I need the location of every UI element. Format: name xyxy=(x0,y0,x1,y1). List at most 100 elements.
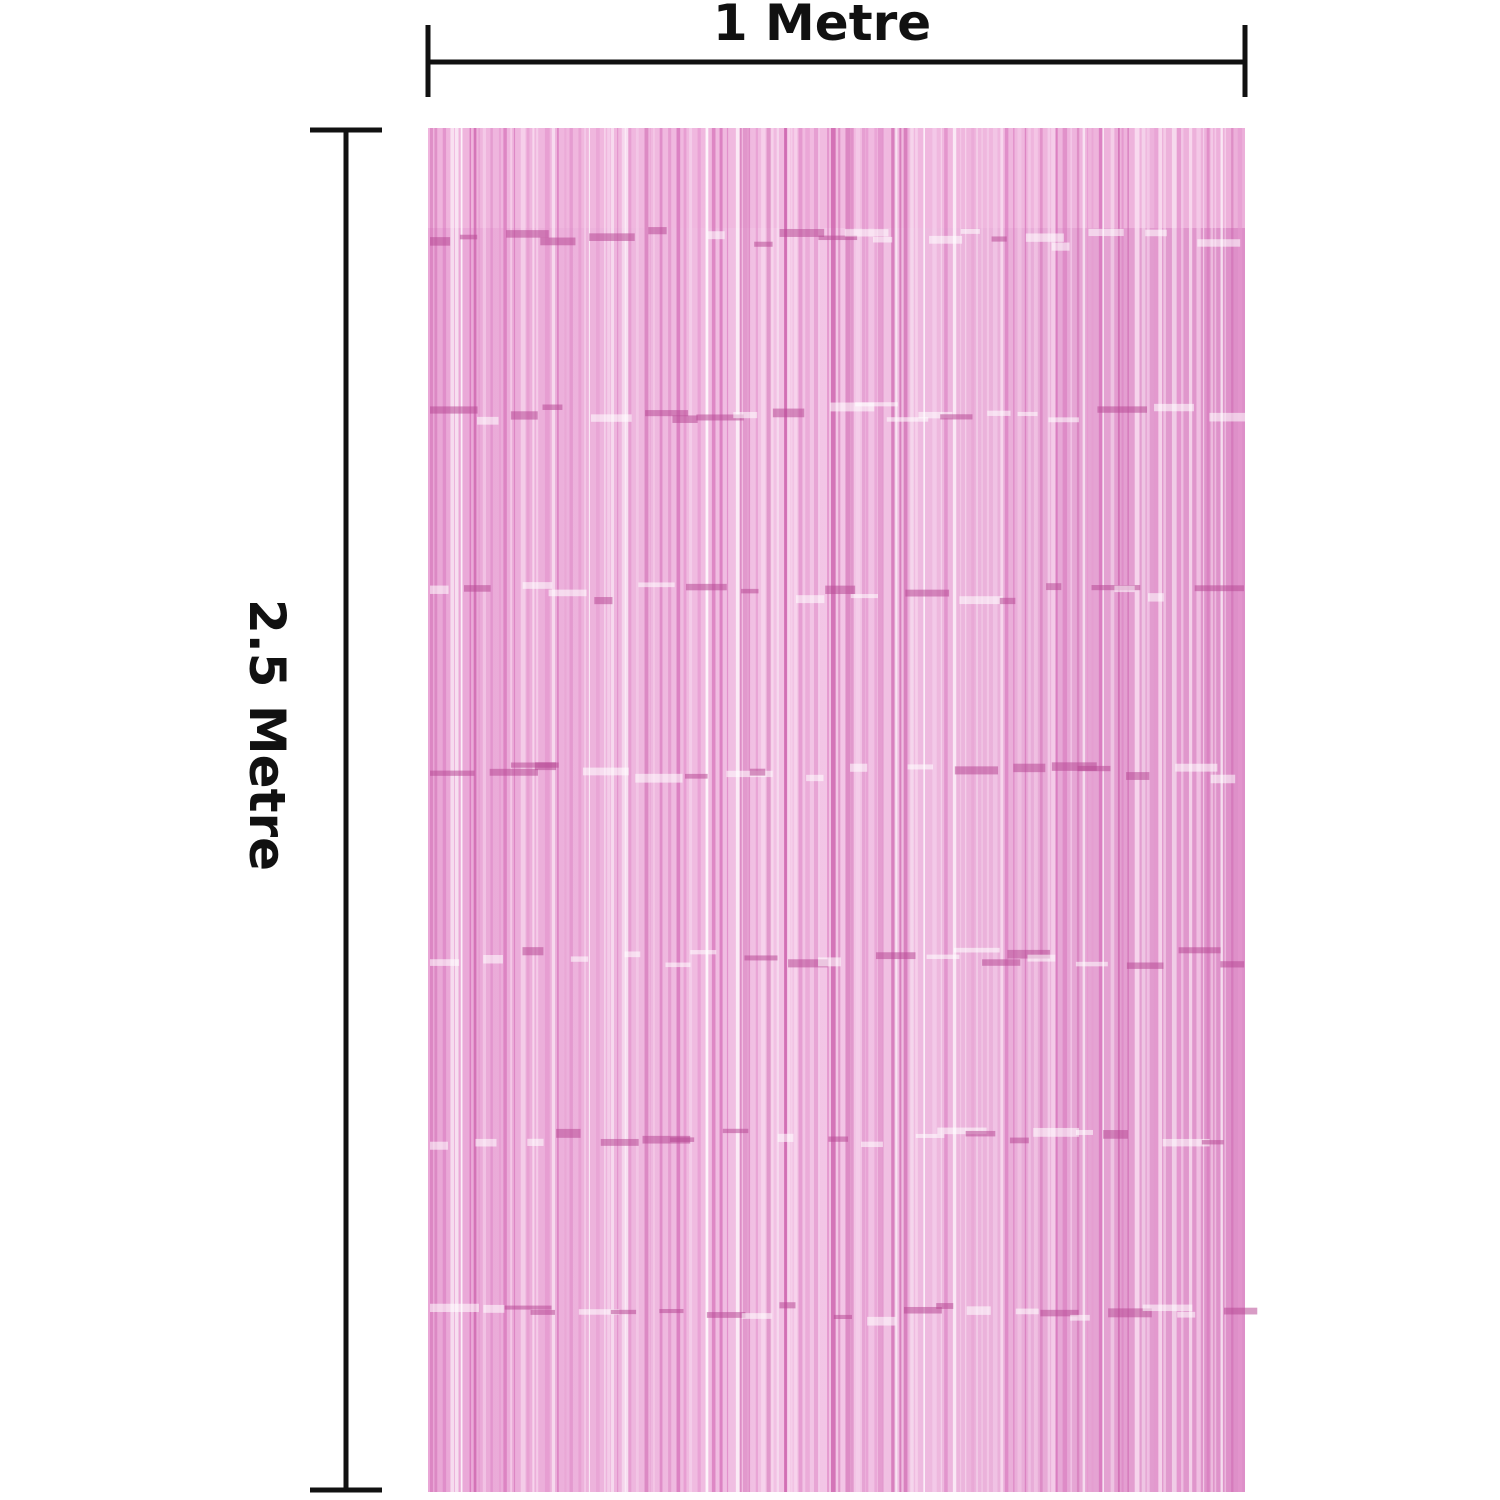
foil-fold xyxy=(1126,962,1164,969)
foil-strand xyxy=(705,128,709,1492)
foil-strand xyxy=(498,128,501,1492)
foil-fold xyxy=(741,588,759,594)
foil-strand xyxy=(1017,128,1022,1492)
foil-fold xyxy=(867,1316,896,1326)
foil-fold xyxy=(818,957,841,967)
foil-fold xyxy=(1178,947,1221,954)
foil-fold xyxy=(886,417,929,422)
foil-strand xyxy=(894,128,898,1492)
foil-fold xyxy=(796,595,825,604)
foil-fold xyxy=(506,230,549,238)
foil-fold xyxy=(875,952,916,960)
foil-fold xyxy=(1048,417,1079,423)
foil-strand xyxy=(813,128,819,1492)
foil-fold xyxy=(1162,1138,1210,1147)
foil-strand xyxy=(564,128,567,1492)
foil-strand xyxy=(1062,128,1068,1492)
foil-fold xyxy=(722,1128,749,1134)
foil-fold xyxy=(966,1306,991,1315)
foil-fold xyxy=(522,947,544,956)
foil-fold xyxy=(1077,765,1111,772)
foil-fold xyxy=(960,228,980,234)
foil-fold xyxy=(779,228,825,237)
foil-strand xyxy=(1076,128,1080,1492)
foil-fold xyxy=(430,1141,448,1150)
foil-fold xyxy=(1126,772,1150,780)
foil-fold xyxy=(772,408,805,418)
foil-fold xyxy=(648,227,667,235)
foil-strand xyxy=(526,128,530,1492)
foil-strand xyxy=(1004,128,1009,1492)
foil-fold xyxy=(489,768,538,776)
foil-strand xyxy=(830,128,836,1492)
foil-strand xyxy=(1224,128,1226,1492)
foil-fold xyxy=(645,410,689,417)
foil-fold xyxy=(749,768,766,776)
foil-fold xyxy=(1103,1130,1128,1139)
foil-fold xyxy=(833,1314,852,1320)
foil-fold xyxy=(430,770,475,776)
foil-strand xyxy=(952,128,957,1492)
foil-fold xyxy=(903,1306,942,1314)
foil-strand xyxy=(1087,128,1089,1492)
foil-fold xyxy=(726,770,773,778)
foil-fold xyxy=(542,404,563,410)
foil-fold xyxy=(940,414,973,420)
foil-fold xyxy=(430,959,460,966)
foil-fold xyxy=(1013,763,1046,773)
foil-fold xyxy=(665,962,691,968)
foil-strand xyxy=(1000,128,1004,1492)
curtain-header xyxy=(428,128,1245,228)
foil-strand xyxy=(520,128,526,1492)
foil-strand xyxy=(923,128,926,1492)
foil-strand xyxy=(1188,128,1193,1492)
foil-strand xyxy=(482,128,486,1492)
foil-strand xyxy=(1176,128,1182,1492)
foil-fold xyxy=(477,416,499,425)
foil-fold xyxy=(1223,1307,1258,1315)
foil-strand xyxy=(490,128,493,1492)
foil-strand xyxy=(790,128,793,1492)
foil-strand xyxy=(668,128,672,1492)
foil-fold xyxy=(779,1302,796,1309)
foil-strand xyxy=(770,128,774,1492)
foil-strand xyxy=(992,128,998,1492)
foil-fold xyxy=(855,402,898,407)
foil-fold xyxy=(1051,762,1097,771)
foil-strand xyxy=(755,128,758,1492)
foil-fold xyxy=(504,1305,552,1310)
foil-strand xyxy=(1154,128,1160,1492)
height-label: 2.5 Metre xyxy=(238,599,296,871)
foil-fold xyxy=(965,1130,996,1137)
foil-strand xyxy=(430,128,433,1492)
foil-fold xyxy=(953,947,1000,953)
foil-fold xyxy=(430,406,478,414)
foil-fold xyxy=(464,585,491,592)
foil-strand xyxy=(1163,128,1166,1492)
foil-strand xyxy=(944,128,948,1492)
foil-strand xyxy=(596,128,600,1492)
foil-fold xyxy=(1040,1309,1079,1317)
foil-strand xyxy=(1114,128,1117,1492)
foil-fold xyxy=(1194,585,1244,592)
foil-fold xyxy=(590,414,632,422)
foil-fold xyxy=(483,1304,505,1313)
foil-strand xyxy=(865,128,869,1492)
foil-strand xyxy=(604,128,606,1492)
foil-fold xyxy=(918,411,953,419)
foil-fold xyxy=(535,762,557,771)
foil-fold xyxy=(830,402,875,412)
foil-strand xyxy=(1102,128,1104,1492)
foil-strand xyxy=(676,128,681,1492)
foil-fold xyxy=(1097,406,1148,413)
foil-fold xyxy=(1015,1308,1039,1315)
foil-strand xyxy=(719,128,723,1492)
width-label: 1 Metre xyxy=(713,0,931,52)
foil-strand xyxy=(1028,128,1031,1492)
foil-strand xyxy=(1146,128,1150,1492)
foil-strand xyxy=(624,128,629,1492)
foil-fold xyxy=(1075,1129,1094,1135)
foil-fold xyxy=(578,1309,620,1315)
foil-fold xyxy=(475,1138,497,1147)
